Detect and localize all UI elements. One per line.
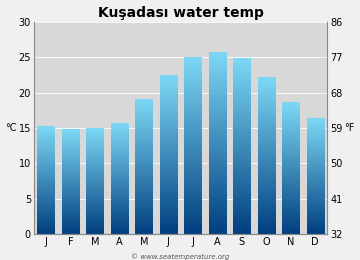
Title: Kuşadası water temp: Kuşadası water temp [98, 5, 264, 19]
Text: © www.seatemperature.org: © www.seatemperature.org [131, 253, 229, 260]
Y-axis label: °C: °C [5, 123, 17, 133]
Y-axis label: °F: °F [344, 123, 355, 133]
